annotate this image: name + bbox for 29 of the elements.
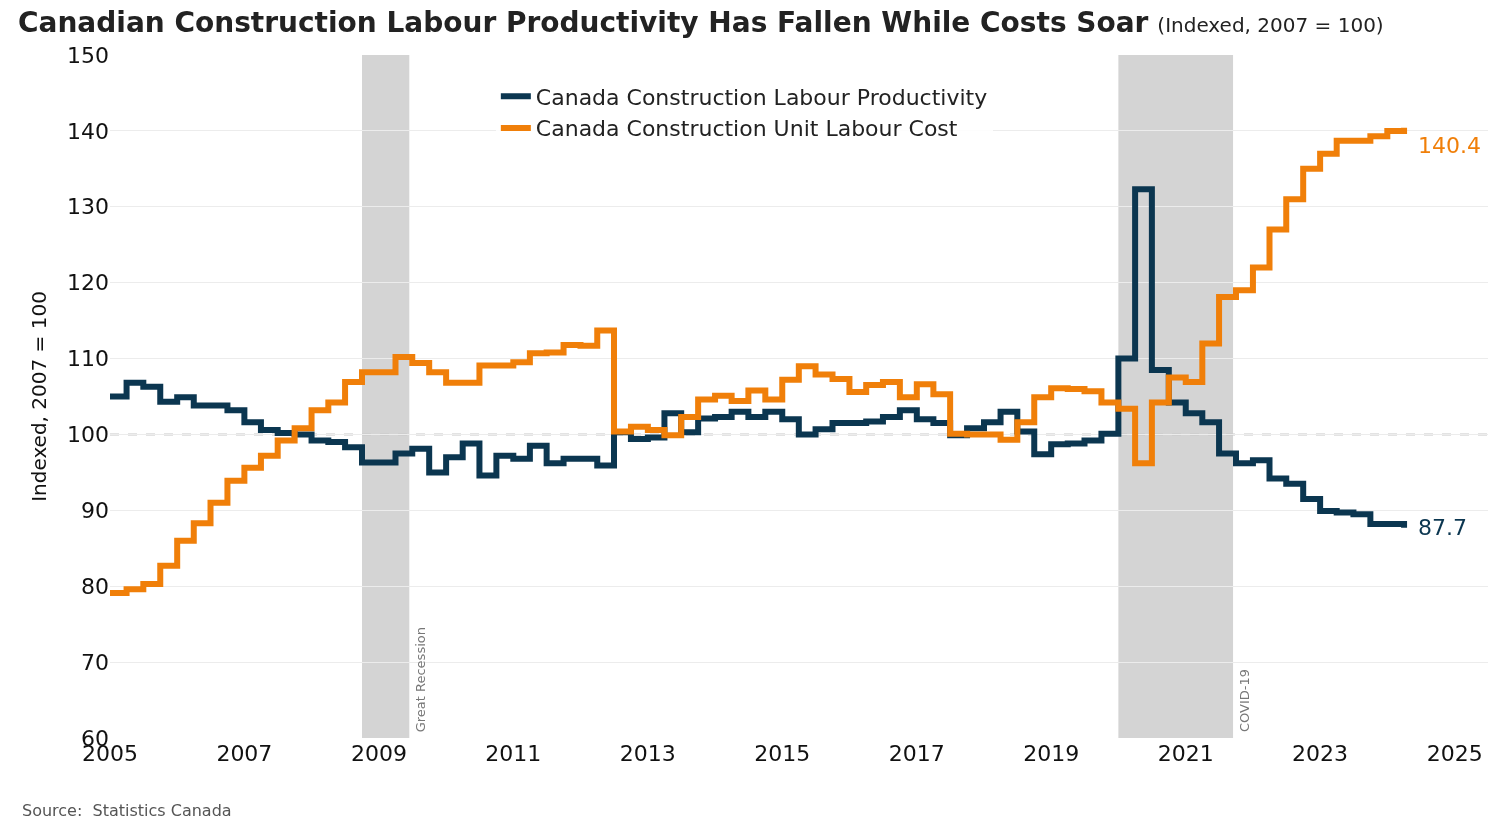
y-tick-label: 80: [81, 573, 109, 599]
x-tick-label: 2011: [485, 741, 542, 766]
source-note: Source: Statistics Canada: [22, 801, 232, 818]
chart-subtitle: (Indexed, 2007 = 100): [1157, 12, 1384, 37]
x-tick-label: 2013: [619, 741, 676, 766]
y-tick-label: 150: [67, 42, 109, 68]
x-tick-label: 2015: [754, 741, 811, 766]
y-tick-label: 130: [67, 194, 109, 220]
legend-label: Canada Construction Labour Productivity: [535, 84, 988, 110]
x-tick-label: 2023: [1292, 741, 1349, 766]
y-tick-label: 140: [67, 118, 109, 144]
y-tick-label: 70: [81, 649, 109, 675]
annotation: 87.7: [1418, 515, 1467, 540]
annotation: 140.4: [1418, 133, 1481, 158]
y-tick-label: 90: [81, 498, 109, 524]
x-tick-label: 2021: [1157, 741, 1214, 766]
y-tick-label: 100: [67, 422, 109, 448]
band-label: Great Recession: [413, 627, 429, 733]
x-tick-label: 2017: [888, 741, 945, 766]
legend-label: Canada Construction Unit Labour Cost: [535, 116, 958, 142]
chart-title: Canadian Construction Labour Productivity Has Fallen While Costs Soar: [17, 5, 1149, 39]
x-tick-label: 2019: [1023, 741, 1080, 766]
y-tick-label: 110: [67, 346, 109, 372]
x-tick-label: 2025: [1426, 741, 1483, 766]
band-label: COVID-19: [1237, 668, 1253, 733]
y-axis-title: Indexed, 2007 = 100: [26, 291, 51, 502]
y-tick-label: 120: [67, 270, 109, 296]
x-tick-label: 2009: [350, 741, 407, 766]
x-tick-label: 2007: [216, 741, 273, 766]
